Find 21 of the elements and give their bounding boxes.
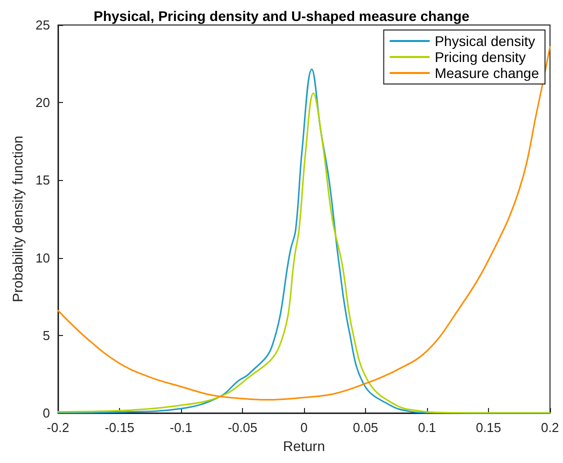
x-axis-title: Return [282,438,326,454]
legend-label: Measure change [434,65,540,81]
legend-label: Physical density [434,33,536,49]
y-tick-label: 5 [42,328,50,343]
y-tick-label: 20 [36,95,50,110]
x-tick-label: 0.1 [418,420,436,435]
x-tick-label: -0.2 [46,420,70,435]
y-tick-label: 15 [36,172,50,188]
y-tick-label: 0 [42,406,50,420]
x-tick-label: -0.1 [170,420,192,435]
x-tick-label: -0.15 [104,420,134,435]
y-tick-label: 25 [36,18,50,32]
x-tick-label: 0.2 [540,420,560,435]
x-tick-label: -0.05 [228,420,258,435]
chart-title: Physical, Pricing density and U-shaped measure change [94,8,470,24]
legend-label: Pricing density [434,49,526,65]
x-tick-label: 0 [300,420,308,435]
x-tick-label: 0.15 [476,420,502,435]
y-tick-label: 10 [36,250,50,266]
y-axis-title: Probability density function [10,136,26,302]
x-tick-label: 0.05 [352,420,378,435]
